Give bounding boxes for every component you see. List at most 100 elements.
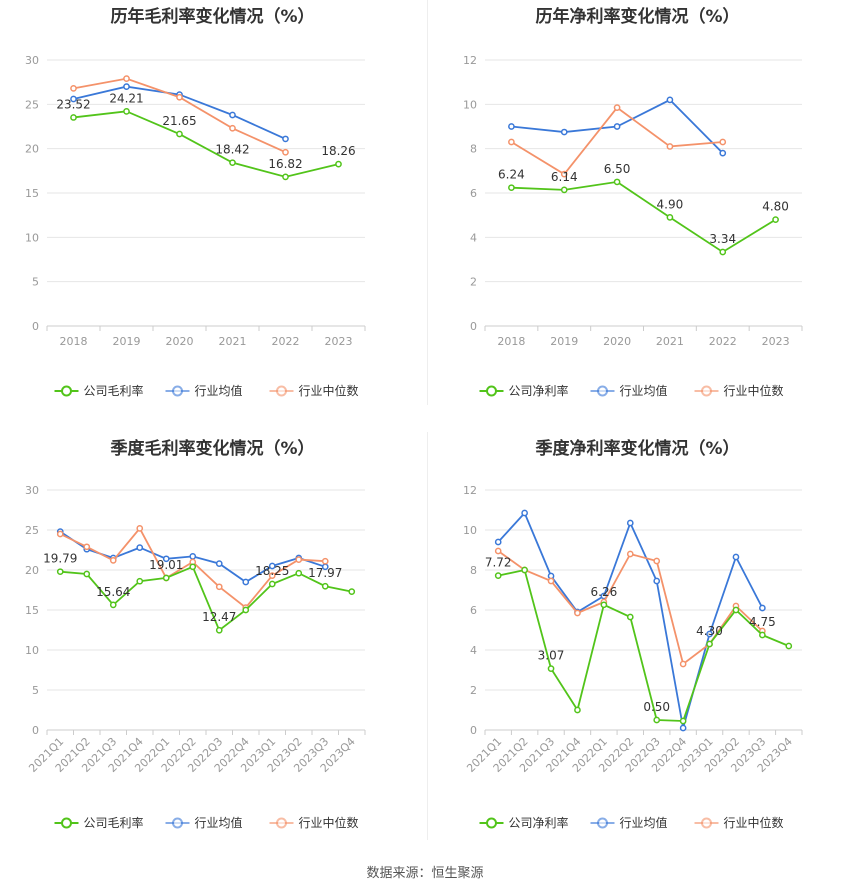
legend-label: 行业中位数 [299, 383, 359, 398]
data-point [719, 149, 727, 157]
data-label: 15.64 [96, 585, 130, 599]
data-point [679, 724, 687, 732]
data-label: 4.90 [657, 197, 684, 211]
series-line [60, 565, 352, 632]
y-tick-label: 2 [470, 684, 477, 697]
y-tick-label: 6 [470, 187, 477, 200]
data-point [613, 178, 621, 186]
data-point [759, 604, 766, 612]
data-point [521, 509, 528, 517]
data-point [574, 706, 581, 714]
y-tick-label: 0 [32, 320, 39, 333]
y-tick-label: 12 [463, 54, 477, 67]
y-tick-label: 25 [25, 98, 39, 111]
x-tick-label: 2021 [219, 335, 247, 348]
data-point [560, 186, 568, 194]
data-point [732, 553, 740, 561]
legend-marker [701, 385, 712, 397]
data-point [70, 114, 77, 121]
data-point [56, 530, 64, 538]
data-label: 21.65 [162, 114, 196, 128]
data-point [176, 93, 183, 101]
series-line [498, 568, 790, 722]
y-tick-label: 10 [463, 98, 477, 111]
y-tick-label: 10 [463, 524, 477, 537]
data-point [719, 248, 727, 256]
legend-marker [597, 817, 608, 829]
legend-marker [597, 385, 608, 397]
y-tick-label: 15 [25, 604, 39, 617]
y-tick-label: 8 [470, 564, 477, 577]
data-point [772, 216, 779, 223]
legend-marker [486, 385, 497, 397]
data-source: 数据来源：恒生聚源 [366, 866, 484, 881]
data-label: 4.75 [749, 615, 776, 629]
data-point [282, 135, 289, 143]
chart-panel-quarterly-gross: 季度毛利率变化情况（%） 0 5 10 15 20 25 30 2021Q1 2021Q2 202… [0, 432, 425, 852]
data-label: 19.79 [43, 552, 77, 566]
data-label: 6.14 [551, 170, 578, 184]
data-point [282, 173, 289, 181]
data-point [574, 609, 581, 617]
data-point [560, 170, 568, 178]
data-point [215, 583, 223, 591]
data-point [494, 572, 502, 579]
data-label: 19.01 [149, 558, 183, 572]
chart-svg: 0510152025302021Q12021Q22021Q32021Q42022… [25, 484, 366, 830]
data-point [613, 104, 621, 112]
data-point [653, 557, 661, 565]
data-label: 0.50 [643, 700, 670, 714]
data-point [229, 111, 236, 119]
data-point [123, 75, 130, 82]
data-point [123, 107, 130, 115]
data-point [83, 543, 91, 551]
legend-marker [486, 817, 497, 829]
data-label: 24.21 [109, 91, 143, 105]
data-point [335, 160, 342, 168]
y-tick-label: 30 [25, 484, 39, 497]
x-tick-label: 2023 [325, 335, 353, 348]
data-point [83, 570, 91, 578]
legend-label: 公司净利率 [509, 815, 569, 830]
y-tick-label: 15 [25, 187, 39, 200]
data-point [785, 642, 793, 650]
y-tick-label: 4 [470, 644, 477, 657]
y-tick-label: 20 [25, 143, 39, 156]
data-point [626, 519, 634, 527]
data-point [268, 562, 276, 570]
data-point [666, 143, 674, 150]
data-point [162, 574, 170, 582]
x-tick-label: 2022 [272, 335, 300, 348]
data-point [136, 544, 144, 551]
panel-divider [427, 432, 428, 840]
data-point [136, 577, 144, 585]
data-point [70, 95, 77, 103]
data-label: 18.26 [321, 144, 355, 158]
chart-panel-annual-net: 历年净利率变化情况（%） 0 2 4 6 8 10 12 2018 2019 2020 2021 20… [425, 0, 850, 410]
y-tick-label: 0 [470, 724, 477, 737]
data-point [508, 123, 515, 130]
data-label: 23.52 [56, 97, 90, 111]
data-label: 17.97 [308, 566, 342, 580]
data-label: 4.30 [696, 624, 723, 638]
x-tick-label: 2018 [60, 335, 88, 348]
data-point [759, 631, 766, 639]
data-point [242, 578, 250, 586]
legend-label: 行业中位数 [724, 383, 784, 398]
y-tick-label: 5 [32, 276, 39, 289]
panel-divider [427, 0, 428, 405]
legend-label: 行业均值 [620, 815, 668, 830]
y-tick-label: 25 [25, 524, 39, 537]
chart-title: 季度毛利率变化情况（%） [110, 439, 315, 459]
legend-marker [276, 817, 287, 829]
data-label: 6.24 [498, 168, 525, 182]
data-point [547, 577, 555, 585]
data-point [229, 124, 236, 132]
y-tick-label: 5 [32, 684, 39, 697]
chart-svg: 0 5 10 15 20 25 30 2018 2019 2020 2021 2022 2023 23.5… [25, 54, 366, 398]
series-line [497, 550, 763, 666]
x-tick-label: 2021 [656, 335, 684, 348]
data-point [189, 563, 197, 571]
legend-marker [61, 385, 72, 397]
chart-panel-quarterly-net: 季度净利率变化情况（%） 0 2 4 6 8 10 12 2021Q1 2021Q2 2021Q3… [425, 432, 850, 852]
